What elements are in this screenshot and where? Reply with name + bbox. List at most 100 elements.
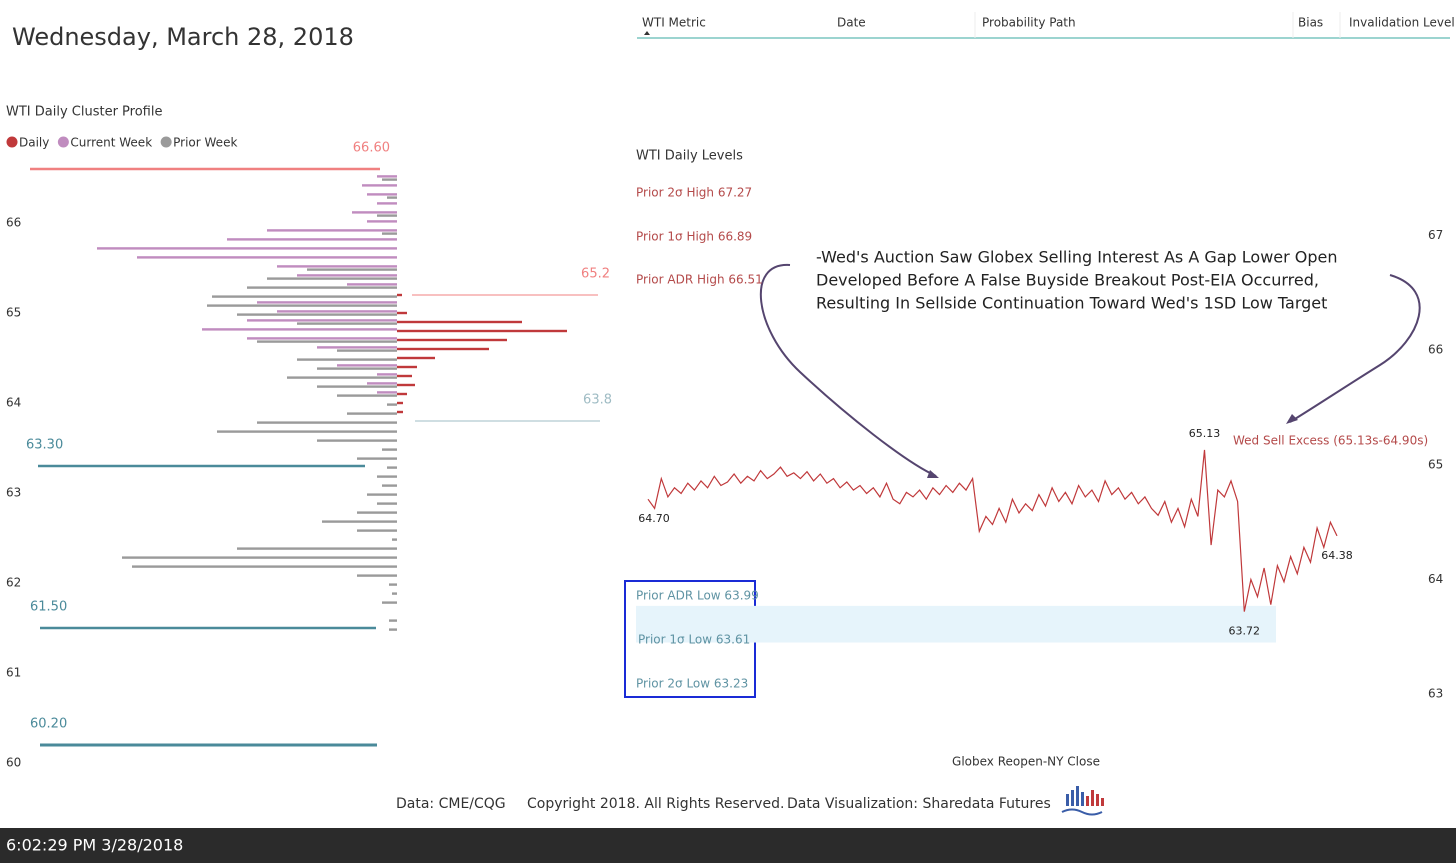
profile-bar bbox=[357, 457, 397, 460]
profile-bar bbox=[202, 328, 397, 331]
arrow bbox=[1289, 274, 1421, 423]
profile-bar bbox=[387, 196, 397, 199]
profile-bar bbox=[337, 364, 397, 367]
y-tick-label: 64 bbox=[6, 396, 21, 410]
profile-bar bbox=[389, 583, 397, 586]
profile-bar bbox=[297, 358, 397, 361]
profile-bar bbox=[377, 502, 397, 505]
y-tick-label: 62 bbox=[6, 576, 21, 590]
profile-bar bbox=[317, 439, 397, 442]
arrow bbox=[759, 263, 937, 477]
level-label: 63.8 bbox=[583, 393, 612, 408]
profile-bar bbox=[132, 565, 397, 568]
footer-copyright: Copyright 2018. All Rights Reserved. bbox=[527, 796, 784, 812]
profile-bar bbox=[382, 484, 397, 487]
y-tick-label: 65 bbox=[1428, 457, 1443, 471]
profile-bar bbox=[122, 556, 397, 559]
profile-bar bbox=[392, 592, 397, 595]
profile-bar bbox=[297, 274, 397, 277]
profile-bar bbox=[397, 347, 489, 351]
profile-bar bbox=[382, 232, 397, 235]
data-label: 63.72 bbox=[1229, 625, 1261, 638]
profile-bar bbox=[367, 382, 397, 385]
profile-bar bbox=[277, 265, 397, 268]
profile-bar bbox=[237, 313, 397, 316]
level-text: Prior 2σ Low 63.23 bbox=[636, 677, 748, 691]
y-tick-label: 67 bbox=[1428, 228, 1443, 242]
price-line bbox=[647, 449, 1338, 612]
profile-bar bbox=[377, 214, 397, 217]
legend-label: Current Week bbox=[70, 136, 152, 150]
status-time: 6:02:29 PM 3/28/2018 bbox=[6, 836, 183, 855]
profile-bar bbox=[377, 373, 397, 376]
profile-bar bbox=[367, 193, 397, 196]
sort-icon[interactable] bbox=[644, 31, 650, 35]
excess-label: Wed Sell Excess (65.13s-64.90s) bbox=[1233, 434, 1428, 448]
status-bar bbox=[0, 828, 1456, 863]
profile-bar bbox=[397, 401, 403, 405]
profile-bar bbox=[352, 211, 397, 214]
y-tick-label: 63 bbox=[6, 486, 21, 500]
level-label: 65.2 bbox=[581, 267, 610, 282]
x-axis-label: Globex Reopen-NY Close bbox=[952, 755, 1100, 769]
y-tick-label: 63 bbox=[1428, 687, 1443, 701]
profile-bar bbox=[377, 475, 397, 478]
y-tick-label: 66 bbox=[6, 216, 21, 230]
profile-bar bbox=[397, 392, 407, 396]
legend-label: Prior Week bbox=[173, 136, 237, 150]
legend-swatch bbox=[57, 136, 69, 148]
profile-bar bbox=[287, 376, 397, 379]
level-text: Prior ADR Low 63.99 bbox=[636, 589, 759, 603]
profile-bar bbox=[382, 601, 397, 604]
level-label: 63.30 bbox=[26, 438, 63, 453]
profile-bar bbox=[357, 511, 397, 514]
level-text: Prior ADR High 66.51 bbox=[636, 273, 763, 287]
profile-bar bbox=[382, 448, 397, 451]
profile-bar bbox=[227, 238, 397, 241]
profile-bar bbox=[257, 301, 397, 304]
profile-bar bbox=[362, 184, 397, 187]
profile-bar bbox=[392, 538, 397, 541]
column-header[interactable]: Invalidation Level bbox=[1349, 16, 1455, 30]
band bbox=[636, 605, 1276, 643]
arrowhead bbox=[1286, 414, 1298, 424]
legend-label: Daily bbox=[19, 136, 49, 150]
annotation: -Wed's Auction Saw Globex Selling Intere… bbox=[816, 248, 1338, 267]
profile-bar bbox=[267, 277, 397, 280]
y-tick-label: 65 bbox=[6, 306, 21, 320]
profile-bar bbox=[347, 283, 397, 286]
column-header[interactable]: Date bbox=[837, 16, 866, 30]
data-label: 64.38 bbox=[1321, 549, 1353, 562]
profile-bar bbox=[387, 403, 397, 406]
column-header[interactable]: WTI Metric bbox=[642, 16, 706, 30]
column-header[interactable]: Probability Path bbox=[982, 16, 1076, 30]
profile-bar bbox=[382, 178, 397, 181]
profile-bar bbox=[267, 229, 397, 232]
profile-bar bbox=[397, 356, 435, 360]
profile-bar bbox=[317, 367, 397, 370]
annotation: Resulting In Sellside Continuation Towar… bbox=[816, 294, 1327, 313]
profile-bar bbox=[397, 329, 567, 333]
profile-bar bbox=[322, 520, 397, 523]
column-header[interactable]: Bias bbox=[1298, 16, 1323, 30]
level-text: Prior 2σ High 67.27 bbox=[636, 186, 752, 200]
profile-bar bbox=[337, 394, 397, 397]
profile-bar bbox=[377, 391, 397, 394]
profile-bar bbox=[397, 365, 417, 369]
profile-bar bbox=[367, 220, 397, 223]
y-tick-label: 64 bbox=[1428, 572, 1443, 586]
level-label: 60.20 bbox=[30, 717, 67, 732]
profile-bar bbox=[397, 338, 507, 342]
profile-bar bbox=[397, 311, 407, 315]
page-date: Wednesday, March 28, 2018 bbox=[12, 23, 354, 51]
data-label: 65.13 bbox=[1189, 427, 1221, 440]
footer-source: Data: CME/CQG bbox=[396, 796, 506, 812]
profile-bar bbox=[212, 295, 397, 298]
y-tick-label: 61 bbox=[6, 666, 21, 680]
profile-bar bbox=[247, 337, 397, 340]
profile-bar bbox=[207, 304, 397, 307]
profile-bar bbox=[277, 310, 397, 313]
profile-bar bbox=[247, 286, 397, 289]
